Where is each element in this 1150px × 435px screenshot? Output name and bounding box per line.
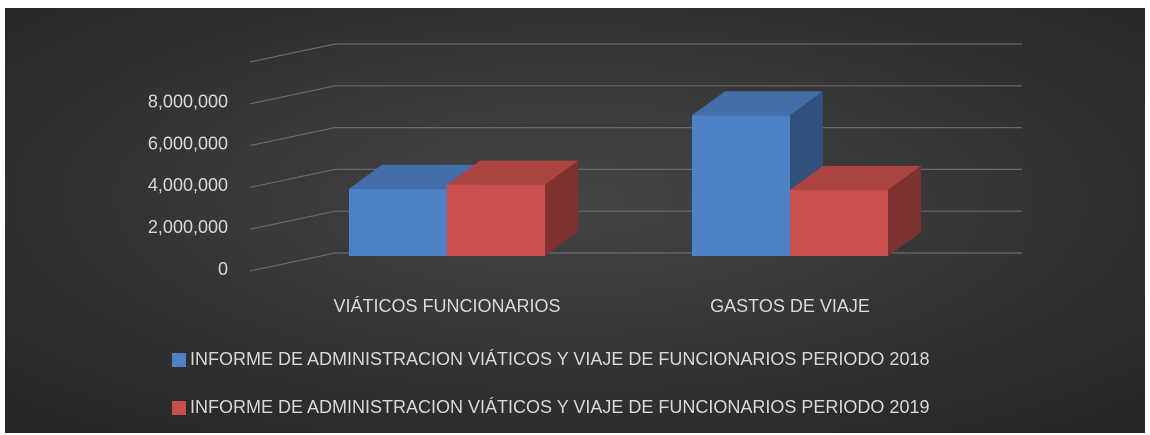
legend-label: INFORME DE ADMINISTRACION VIÁTICOS Y VIA… [190, 349, 929, 369]
bar [447, 184, 545, 256]
x-tick-label: GASTOS DE VIAJE [710, 296, 870, 316]
bar-top [349, 164, 480, 189]
y-tick-label: 2,000,000 [148, 217, 228, 237]
bar-top [692, 91, 823, 116]
x-tick-label: VIÁTICOS FUNCIONARIOS [333, 296, 560, 316]
y-tick-label: 8,000,000 [148, 92, 228, 112]
grid-line [249, 85, 1022, 105]
bar-side [888, 165, 921, 256]
legend-swatch [172, 401, 186, 415]
bar-side [545, 160, 578, 256]
legend-swatch [172, 353, 186, 367]
bar [692, 115, 790, 256]
bar [349, 188, 447, 256]
legend-label: INFORME DE ADMINISTRACION VIÁTICOS Y VIA… [190, 397, 929, 417]
y-tick-label: 0 [218, 259, 228, 279]
plot-frame [249, 43, 1022, 63]
bar [790, 189, 888, 256]
bar-top [447, 160, 578, 185]
y-tick-label: 6,000,000 [148, 133, 228, 153]
y-tick-label: 4,000,000 [148, 175, 228, 195]
bar-top [790, 165, 921, 190]
